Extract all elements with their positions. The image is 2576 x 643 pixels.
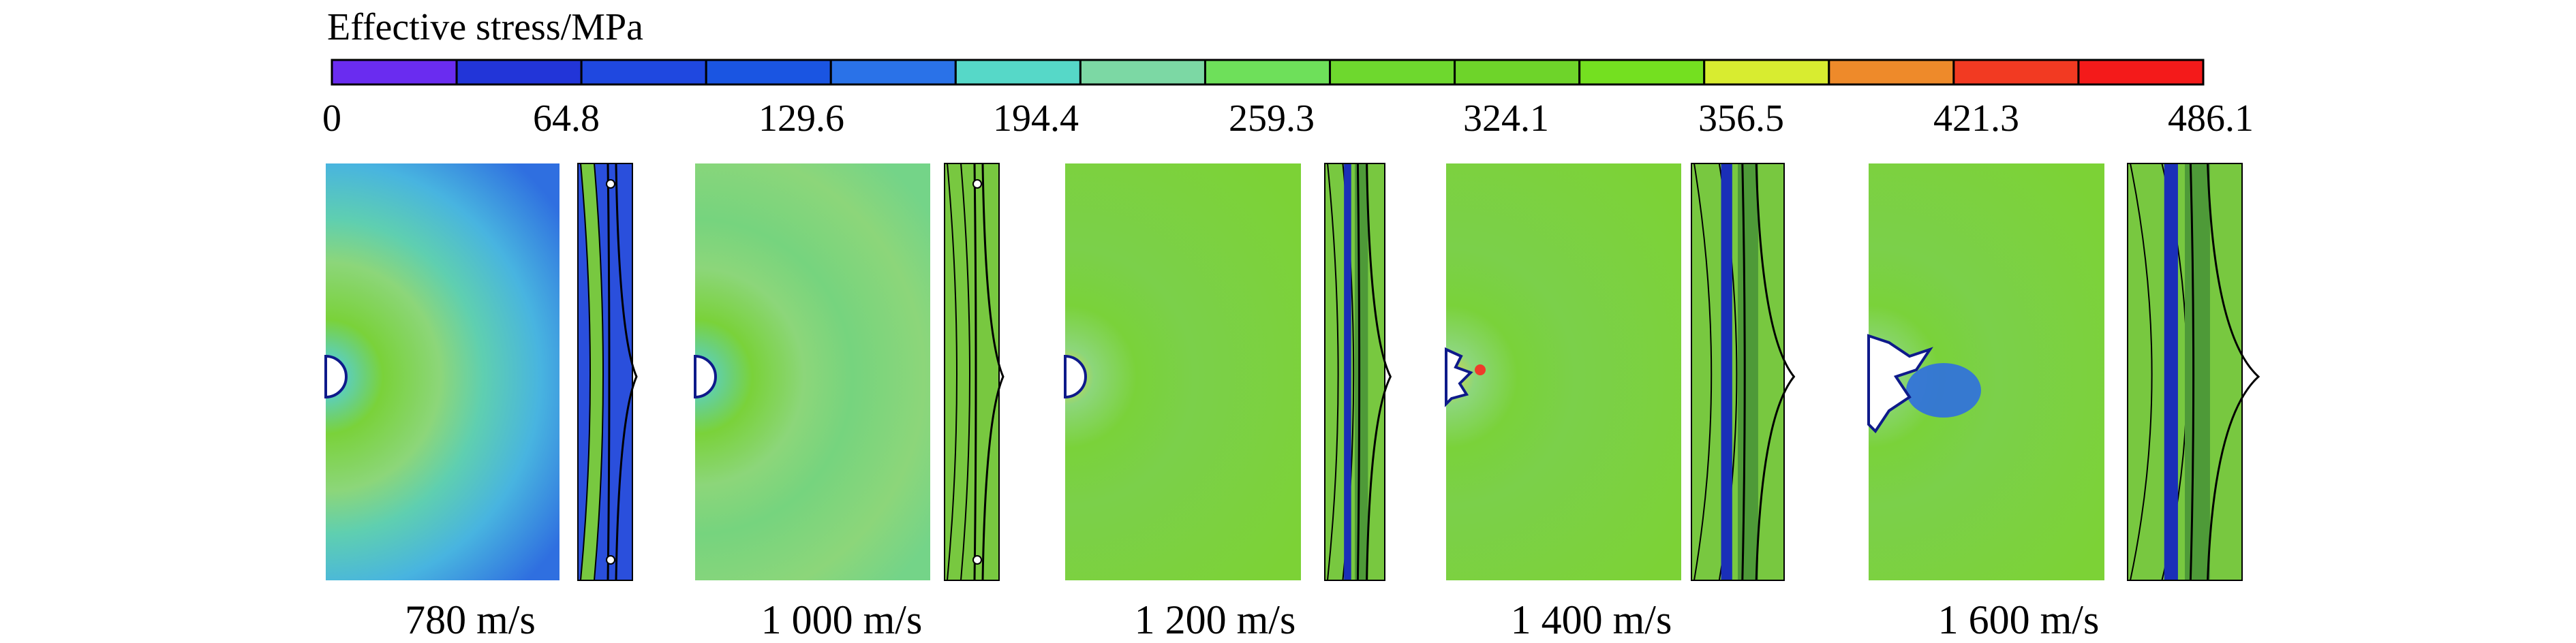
colorbar-band xyxy=(2077,59,2205,86)
strip-contour-line xyxy=(973,163,977,581)
panel-3: 1 400 m/s xyxy=(1445,163,1796,642)
colorbar-band xyxy=(1203,59,1332,86)
strip-band xyxy=(1355,163,1368,580)
panel-1: 1 000 m/s xyxy=(694,163,1005,642)
hot-spot xyxy=(1475,364,1486,375)
simulation-panels: 780 m/s 1 000 m/s 1 200 m/s 1 400 m/s 1 600 … xyxy=(324,163,2260,642)
cross-section-strip xyxy=(2127,163,2260,581)
strip-contour-line xyxy=(615,163,638,581)
colorbar-band xyxy=(954,59,1082,86)
strip-marker xyxy=(972,555,982,565)
plate-contour xyxy=(326,163,559,580)
colorbar-band xyxy=(1329,59,1456,86)
strip-outline xyxy=(1691,163,1785,581)
panel-2: 1 200 m/s xyxy=(1064,163,1392,642)
colorbar-band xyxy=(331,59,458,86)
perforation xyxy=(1445,347,1473,407)
plate-contour xyxy=(1065,163,1301,580)
colorbar-tick-label: 64.8 xyxy=(533,97,600,140)
colorbar-band xyxy=(1952,59,2080,86)
velocity-label: 1 400 m/s xyxy=(1511,597,1672,642)
colorbar-tick-label: 129.6 xyxy=(758,97,844,140)
velocity-label: 1 200 m/s xyxy=(1135,597,1296,642)
strip-contour-line xyxy=(1755,163,1796,581)
colorbar-band xyxy=(1828,59,1955,86)
plate-contour xyxy=(1446,163,1681,580)
colorbar-band xyxy=(1578,59,1706,86)
velocity-label: 1 000 m/s xyxy=(761,597,923,642)
colorbar-band xyxy=(705,59,832,86)
perforation xyxy=(1867,334,1933,434)
colorbar-band xyxy=(1079,59,1206,86)
strip-band xyxy=(1721,163,1732,580)
strip-outline xyxy=(944,163,1000,581)
cross-section-strip xyxy=(1691,163,1796,581)
colorbar-band xyxy=(1703,59,1830,86)
velocity-label: 780 m/s xyxy=(405,597,536,642)
cross-section-strip xyxy=(1324,163,1392,581)
legend-title: Effective stress/MPa xyxy=(327,6,643,48)
perforation xyxy=(1064,354,1087,399)
strip-outline xyxy=(1324,163,1385,581)
colorbar-tick-label: 486.1 xyxy=(2168,97,2254,140)
strip-outline xyxy=(2127,163,2243,581)
colorbar-tick-label: 421.3 xyxy=(1933,97,2019,140)
strip-contour-line xyxy=(607,163,611,581)
colorbar-band xyxy=(455,59,583,86)
strip-band xyxy=(1738,163,1758,580)
colorbar-ticks: 0 64.8 129.6 194.4 259.3 324.1 356.5 421.3 486.1 xyxy=(322,97,2254,140)
panel-4: 1 600 m/s xyxy=(1867,163,2260,642)
strip-marker xyxy=(972,179,982,189)
plate-contour xyxy=(695,163,930,580)
strip-outline xyxy=(577,163,633,581)
panel-0: 780 m/s xyxy=(324,163,638,642)
colorbar-tick-label: 324.1 xyxy=(1463,97,1549,140)
colorbar xyxy=(331,59,2205,86)
strip-band xyxy=(2164,163,2178,580)
strip-band xyxy=(1344,163,1351,580)
strip-band xyxy=(2185,163,2210,580)
strip-contour-line xyxy=(1366,163,1392,581)
colorbar-band xyxy=(1454,59,1581,86)
cross-section-strip xyxy=(577,163,638,581)
colorbar-band xyxy=(829,59,957,86)
colorbar-band xyxy=(580,59,707,86)
strip-marker xyxy=(606,555,615,565)
colorbar-tick-label: 356.5 xyxy=(1698,97,1784,140)
perforation xyxy=(694,354,717,399)
blue-zone xyxy=(1906,363,1981,418)
colorbar-tick-label: 0 xyxy=(322,97,341,140)
colorbar-tick-label: 259.3 xyxy=(1229,97,1315,140)
strip-contour-line xyxy=(1356,163,1361,581)
strip-contour-line xyxy=(981,163,1005,581)
cross-section-strip xyxy=(944,163,1005,581)
strip-contour-line xyxy=(1741,163,1746,581)
strip-marker xyxy=(606,179,615,189)
velocity-label: 1 600 m/s xyxy=(1938,597,2100,642)
strip-contour-line xyxy=(2189,163,2195,581)
colorbar-tick-label: 194.4 xyxy=(993,97,1079,140)
perforation xyxy=(324,354,348,399)
strip-contour-line xyxy=(2207,163,2260,581)
